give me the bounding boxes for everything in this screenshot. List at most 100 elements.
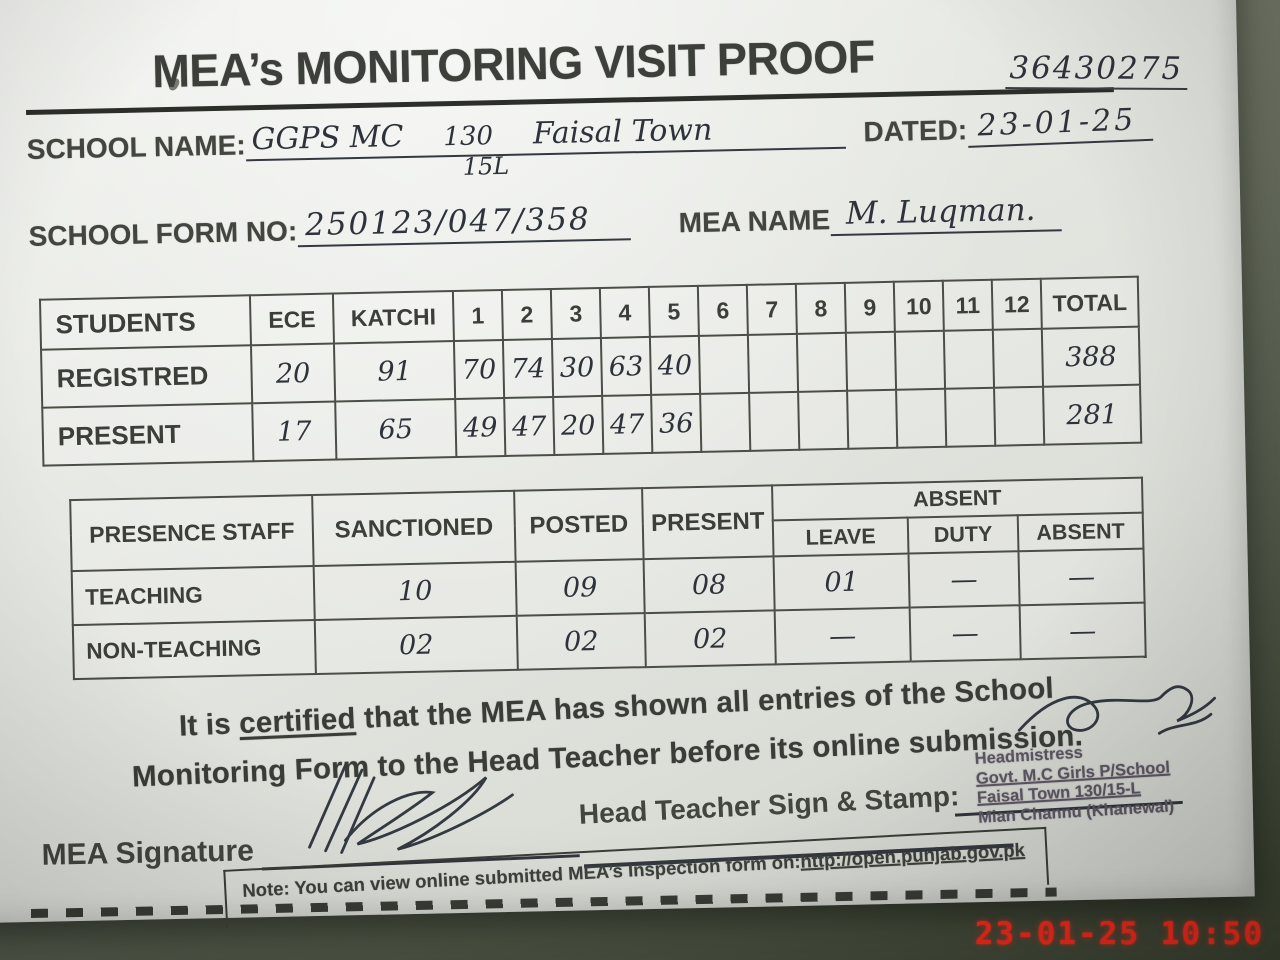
cert-prefix: It is xyxy=(178,707,240,743)
present-9 xyxy=(847,389,898,449)
presence-staff-header: PRESENCE STAFF xyxy=(70,495,314,572)
sanctioned-header: SANCTIONED xyxy=(312,490,516,567)
school-name-row: SCHOOL NAME: GGPS MC 130 15L Faisal Town … xyxy=(26,101,1153,181)
mea-name-value: M. Luqman. xyxy=(829,191,1062,237)
non-teaching-present: 02 xyxy=(644,610,776,668)
students-table: STUDENTS ECE KATCHI 1 2 3 4 5 6 7 8 9 10… xyxy=(38,275,1143,467)
registered-11 xyxy=(943,329,995,389)
col-8: 8 xyxy=(795,282,846,334)
present-7 xyxy=(749,391,800,451)
registered-5: 40 xyxy=(649,335,701,395)
form-no-value: 250123/047/358 xyxy=(296,200,632,248)
form-number-row: SCHOOL FORM NO: 250123/047/358 MEA NAME … xyxy=(28,191,1062,253)
form-no-label: SCHOOL FORM NO: xyxy=(28,215,298,252)
registered-12 xyxy=(992,328,1044,388)
head-teacher-signature-scribble xyxy=(1017,685,1216,735)
school-code-bottom: 15L xyxy=(462,151,510,181)
registered-3: 30 xyxy=(551,337,603,397)
col-total: TOTAL xyxy=(1040,276,1139,329)
head-teacher-sign-label: Head Teacher Sign & Stamp: xyxy=(578,780,960,830)
leave-header: LEAVE xyxy=(772,517,909,557)
school-code-fraction: 130 15L xyxy=(437,121,509,181)
school-name-main: GGPS MC xyxy=(251,119,404,158)
present-header: PRESENT xyxy=(642,485,774,560)
present-11 xyxy=(945,387,996,447)
col-7: 7 xyxy=(746,283,797,335)
non-teaching-posted: 02 xyxy=(516,613,646,670)
present-ece: 17 xyxy=(252,401,337,462)
teaching-present: 08 xyxy=(643,556,775,614)
col-12: 12 xyxy=(991,278,1042,330)
non-teaching-leave: — xyxy=(774,607,911,665)
present-katchi: 65 xyxy=(335,399,457,460)
col-ece: ECE xyxy=(249,293,334,346)
non-teaching-label: NON-TEACHING xyxy=(72,620,316,680)
teaching-sanctioned: 10 xyxy=(313,561,517,621)
form-title: MEA’s MONITORING VISIT PROOF xyxy=(151,30,876,98)
teaching-duty: — xyxy=(908,551,1020,608)
dated-label: DATED: xyxy=(863,114,968,148)
col-2: 2 xyxy=(501,288,552,341)
registered-6 xyxy=(698,334,750,394)
present-2: 47 xyxy=(504,396,555,456)
mea-signature-scribble xyxy=(308,762,514,854)
teaching-posted: 09 xyxy=(515,559,645,616)
school-name-value: GGPS MC 130 15L Faisal Town xyxy=(245,109,846,181)
col-9: 9 xyxy=(844,281,895,333)
present-3: 20 xyxy=(553,395,604,455)
non-teaching-absent: — xyxy=(1019,602,1146,660)
registered-1: 70 xyxy=(453,340,505,400)
registered-label: REGISTRED xyxy=(41,345,253,408)
present-1: 49 xyxy=(455,397,506,458)
registered-9 xyxy=(845,331,897,391)
col-4: 4 xyxy=(599,286,650,338)
registered-katchi: 91 xyxy=(333,341,456,402)
present-10 xyxy=(896,388,947,448)
non-teaching-duty: — xyxy=(909,605,1021,662)
col-1: 1 xyxy=(452,290,503,342)
present-label: PRESENT xyxy=(42,403,254,466)
registered-ece: 20 xyxy=(250,343,336,404)
col-3: 3 xyxy=(550,287,601,339)
present-4: 47 xyxy=(602,394,653,454)
teaching-label: TEACHING xyxy=(71,566,315,626)
school-code-top: 130 xyxy=(443,121,494,153)
col-11: 11 xyxy=(942,279,993,331)
present-12 xyxy=(994,386,1045,446)
staff-table: PRESENCE STAFF SANCTIONED POSTED PRESENT… xyxy=(69,476,1147,681)
present-8 xyxy=(798,390,849,450)
mea-signature-label: MEA Signature xyxy=(41,834,255,872)
students-col-header: STUDENTS xyxy=(39,295,251,350)
registered-7 xyxy=(747,333,799,393)
dated-group: DATED: 23-01-25 xyxy=(863,101,1153,148)
col-5: 5 xyxy=(648,285,699,337)
non-teaching-sanctioned: 02 xyxy=(314,615,518,675)
present-total: 281 xyxy=(1043,384,1142,445)
school-name-town: Faisal Town xyxy=(532,112,713,152)
registered-4: 63 xyxy=(600,336,652,396)
camera-timestamp: 23-01-25 10:50 xyxy=(974,916,1264,952)
col-katchi: KATCHI xyxy=(332,291,454,344)
registered-10 xyxy=(894,330,946,390)
cert-underlined-word: certified xyxy=(238,702,357,741)
handwritten-ref-number: 36430275 xyxy=(1005,50,1188,91)
paper-form: MEA’s MONITORING VISIT PROOF 36430275 SC… xyxy=(0,0,1255,928)
dated-value: 23-01-25 xyxy=(966,101,1153,148)
absent-header: ABSENT xyxy=(1017,512,1144,552)
col-6: 6 xyxy=(697,284,748,336)
headmistress-stamp: Headmistress Govt. M.C Girls P/School Fa… xyxy=(974,735,1228,828)
teaching-absent: — xyxy=(1018,548,1145,606)
note-url: http://open.punjab.gov.pk xyxy=(799,838,1026,872)
school-name-label: SCHOOL NAME: xyxy=(26,129,246,165)
present-6 xyxy=(700,392,751,452)
registered-8 xyxy=(796,332,848,392)
col-10: 10 xyxy=(893,280,944,332)
duty-header: DUTY xyxy=(907,515,1019,554)
registered-2: 74 xyxy=(502,338,554,398)
posted-header: POSTED xyxy=(514,488,644,562)
registered-total: 388 xyxy=(1041,326,1141,387)
teaching-leave: 01 xyxy=(773,553,910,611)
mea-name-label: MEA NAME xyxy=(678,204,831,239)
present-5: 36 xyxy=(651,393,702,453)
